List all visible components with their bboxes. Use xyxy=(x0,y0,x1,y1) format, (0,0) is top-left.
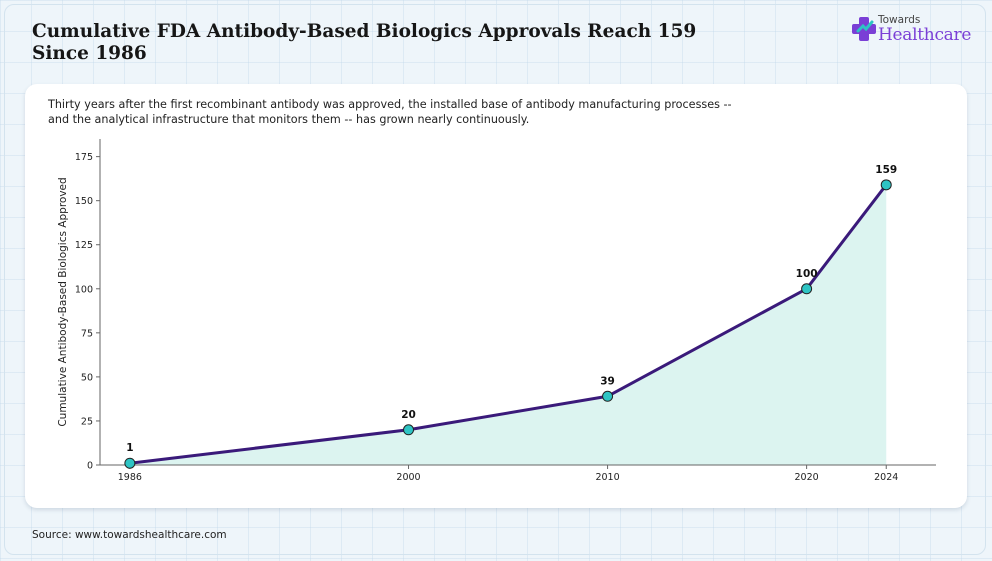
area-fill xyxy=(129,184,887,465)
x-tick-label: 2000 xyxy=(396,472,420,483)
x-tick-label: 2024 xyxy=(874,472,898,483)
y-tick-label: 150 xyxy=(75,196,93,207)
brand-logo: Towards Healthcare xyxy=(851,14,971,48)
chart-subtitle: Thirty years after the first recombinant… xyxy=(48,98,732,126)
y-tick-label: 175 xyxy=(75,152,93,163)
x-tick-label: 1986 xyxy=(118,472,142,483)
data-label: 1 xyxy=(126,442,133,454)
data-point xyxy=(124,457,136,469)
chart-card: Thirty years after the first recombinant… xyxy=(25,84,967,508)
logo-text-top: Towards xyxy=(878,14,921,26)
x-tick-label: 2020 xyxy=(795,472,819,483)
data-point xyxy=(602,390,614,402)
y-tick-label: 125 xyxy=(75,240,93,251)
data-point xyxy=(403,424,415,436)
y-tick-label: 50 xyxy=(81,372,93,383)
chart-title: Cumulative FDA Antibody-Based Biologics … xyxy=(32,21,697,64)
data-label: 39 xyxy=(600,375,615,387)
line-chart: 0 25 50 75 100 125 150 175 1986 2000 2010 2020 2024 C… xyxy=(57,139,936,483)
medical-cross-icon xyxy=(852,17,876,41)
logo-text-main: Healthcare xyxy=(878,25,972,45)
data-point xyxy=(880,179,892,191)
data-label: 100 xyxy=(796,268,818,280)
y-tick-label: 25 xyxy=(81,416,93,427)
y-axis-label: Cumulative Antibody-Based Biologics Appr… xyxy=(57,177,69,426)
x-tick-label: 2010 xyxy=(595,472,619,483)
y-tick-label: 0 xyxy=(87,461,93,472)
data-label: 20 xyxy=(401,409,416,421)
page-frame xyxy=(4,4,986,555)
source-note: Source: www.towardshealthcare.com xyxy=(32,529,227,541)
y-tick-label: 75 xyxy=(81,328,93,339)
data-label: 159 xyxy=(875,164,897,176)
data-point xyxy=(801,283,813,295)
y-tick-label: 100 xyxy=(75,284,93,295)
